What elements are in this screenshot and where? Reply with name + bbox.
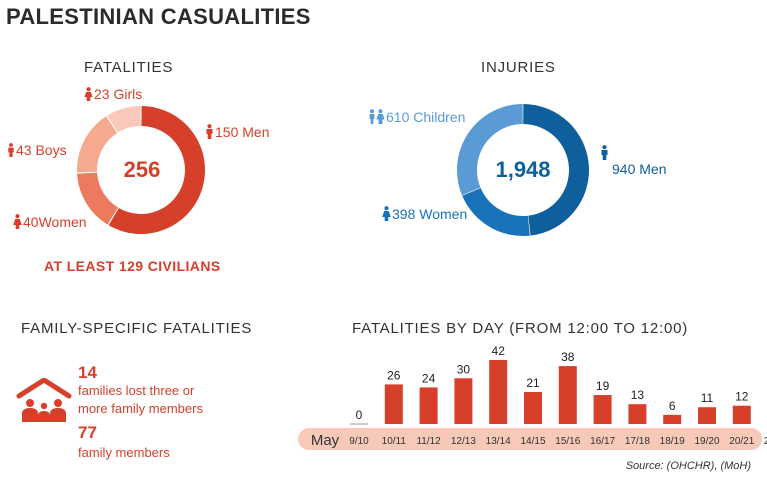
woman-icon (382, 206, 391, 221)
donut-slice-women (462, 187, 530, 237)
day-bar (628, 404, 647, 424)
donut-slice-children (457, 104, 523, 196)
date-tick-label: 19/20 (694, 436, 719, 447)
bar-value-label: 0 (356, 408, 363, 422)
by-day-heading: FATALITIES BY DAY (FROM 12:00 TO 12:00) (352, 320, 689, 337)
date-tick-label: 10/11 (382, 436, 407, 447)
month-label: May (311, 432, 340, 449)
date-tick-label: 16/17 (590, 436, 615, 447)
man-icon (206, 124, 213, 139)
bar-value-label: 6 (669, 399, 676, 413)
children-label-text: 610 Children (386, 109, 466, 125)
bar-value-label: 42 (492, 344, 506, 358)
day-bar (732, 405, 751, 424)
boy-icon (8, 143, 14, 157)
members-text: family members (78, 445, 170, 460)
civilians-note: AT LEAST 129 CIVILIANS (44, 258, 221, 274)
donut-slice-men (523, 104, 589, 236)
donut-slice-men (108, 106, 205, 234)
injury-women-label-text: 398 Women (392, 206, 468, 222)
woman-icon (13, 214, 22, 229)
date-tick-label: 11/12 (416, 436, 441, 447)
fatalities-heading: FATALITIES (84, 59, 174, 76)
source-note: Source: (OHCHR), (MoH) (625, 460, 751, 472)
donut-slice-women (77, 172, 119, 225)
members-count: 77 (78, 423, 97, 442)
injuries-heading: INJURIES (481, 59, 556, 76)
day-bar (384, 384, 403, 424)
day-bar (593, 395, 612, 424)
families-text-2: more family members (78, 401, 203, 416)
date-tick-label: 20/21 (729, 436, 754, 447)
date-tick-label: 14/15 (520, 436, 545, 447)
date-tick-label: 9/10 (349, 436, 369, 447)
girls-label-text: 23 Girls (94, 86, 143, 102)
bar-value-label: 24 (422, 371, 436, 385)
day-bar (558, 366, 577, 424)
girls-label: 23 Girls (84, 86, 142, 102)
men-label: 150 Men (205, 124, 269, 140)
injury-women-label: 398 Women (382, 206, 467, 222)
bar-value-label: 26 (387, 368, 401, 382)
date-tick-label: 21-27 (764, 436, 767, 447)
bar-value-label: 12 (735, 390, 749, 404)
girl-icon (84, 87, 93, 101)
boys-label-text: 43 Boys (16, 142, 67, 158)
children-icon (369, 109, 385, 124)
fatalities-total: 256 (123, 157, 161, 182)
bar-value-label: 30 (457, 362, 471, 376)
date-axis-band (298, 428, 762, 450)
women-label: 40Women (13, 214, 87, 230)
bar-value-label: 19 (596, 379, 610, 393)
bar-value-label: 21 (526, 376, 540, 390)
family-house-icon (16, 378, 72, 422)
day-bar (454, 378, 473, 424)
day-bar (524, 392, 542, 424)
man-icon (601, 145, 608, 160)
date-tick-label: 13/14 (486, 436, 511, 447)
injuries-total: 1,948 (495, 157, 551, 182)
bar-value-label: 11 (701, 391, 714, 405)
date-tick-label: 12/13 (451, 436, 476, 447)
day-bar (663, 414, 682, 424)
men-label-text: 150 Men (215, 124, 270, 140)
family-heading: FAMILY-SPECIFIC FATALITIES (21, 320, 253, 337)
women-label-text: 40Women (23, 214, 87, 230)
injury-men-label: 940 Men (600, 145, 666, 177)
children-label: 610 Children (368, 109, 465, 125)
date-tick-label: 17/18 (625, 436, 650, 447)
bar-value-label: 38 (561, 350, 575, 364)
bar-value-label: 13 (631, 388, 645, 402)
boys-label: 43 Boys (7, 142, 67, 158)
donut-slice-girls (107, 106, 141, 133)
date-tick-label: 15/16 (555, 436, 580, 447)
day-bar (489, 360, 508, 424)
page-title: PALESTINIAN CASUALITIES (6, 4, 311, 29)
injury-men-label-text: 940 Men (612, 161, 667, 177)
families-count: 14 (78, 363, 97, 382)
donut-slice-boys (77, 116, 118, 173)
day-bar (419, 387, 438, 424)
families-text-1: families lost three or (78, 383, 195, 398)
date-tick-label: 18/19 (660, 436, 685, 447)
day-bar (698, 407, 716, 424)
